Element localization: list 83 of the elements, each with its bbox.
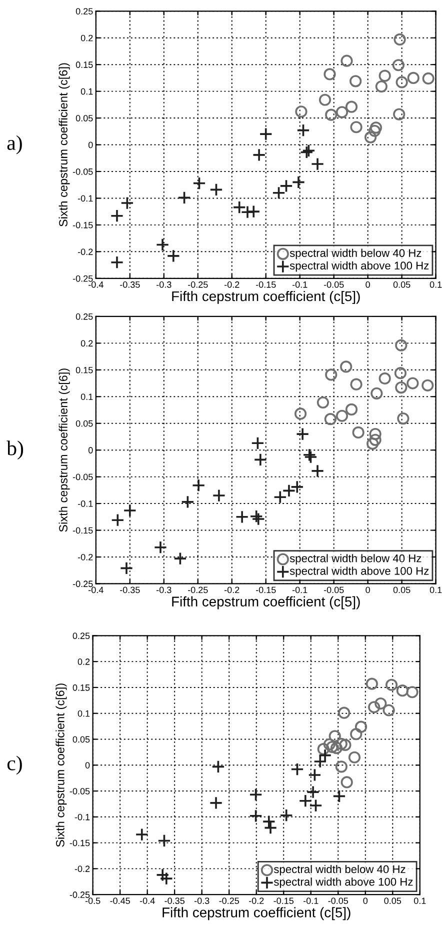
x-tick-label: -0.25 (219, 898, 240, 904)
x-tick-label: -0.15 (256, 586, 276, 594)
y-tick-label: -0.1 (78, 500, 93, 507)
y-tick-label: -0.25 (70, 892, 90, 898)
x-tick-label: -0.3 (194, 898, 210, 904)
x-tick-label: 0 (366, 586, 370, 594)
y-tick-label: 0.2 (78, 658, 90, 665)
x-tick-label: -0.05 (324, 281, 344, 288)
y-tick-label: 0.2 (80, 340, 93, 347)
text: c) (7, 756, 22, 775)
y-tick-label: -0.2 (78, 554, 93, 560)
x-tick-label: -0.2 (224, 281, 240, 288)
y-tick-label: 0 (88, 142, 93, 148)
y-tick-label: 0.1 (80, 88, 93, 95)
x-tick-label: -0.45 (110, 898, 130, 904)
x-tick-label: -0.1 (303, 898, 318, 904)
y-tick-label: 0.25 (72, 632, 90, 640)
x-tick-label: -0.15 (274, 898, 294, 904)
y-tick-label: -0.1 (74, 814, 90, 820)
y-tick-label: -0.25 (72, 275, 93, 282)
y-tick-label: 0.05 (76, 115, 93, 122)
y-tick-label: -0.15 (72, 527, 93, 534)
x-tick-label: -0.3 (156, 586, 172, 594)
y-tick-label: -0.05 (70, 788, 90, 794)
y-tick-label: -0.1 (78, 195, 93, 202)
y-tick-label: 0 (88, 447, 93, 454)
y-tick-label: -0.2 (78, 248, 93, 256)
y-tick-label: 0.05 (76, 420, 93, 427)
x-tick-label: -0.25 (188, 586, 208, 594)
legend-label: spectral width below 40 Hz (274, 864, 406, 876)
text: a) (7, 135, 22, 154)
x-tick-label: 0.05 (393, 586, 410, 594)
y-tick-label: 0.15 (72, 684, 90, 691)
x-tick-label: 0 (366, 281, 370, 288)
y-tick-label: 0.15 (76, 366, 93, 374)
x-tick-label: -0.35 (164, 898, 184, 904)
y-tick-label: -0.15 (70, 840, 90, 846)
x-tick-label: -0.1 (292, 281, 308, 288)
legend-label: spectral width above 100 Hz (290, 566, 429, 578)
x-tick-label: 0 (363, 898, 368, 904)
y-tick-label: 0.15 (76, 62, 93, 68)
x-tick-label: -0.35 (120, 586, 140, 594)
y-tick-label: -0.05 (72, 168, 93, 175)
legend-label: spectral width above 100 Hz (290, 261, 429, 272)
y-tick-label: 0 (85, 762, 90, 768)
y-tick-label: 0.1 (80, 394, 93, 400)
y-tick-label: -0.25 (72, 580, 93, 588)
legend-label: spectral width above 100 Hz (274, 878, 413, 888)
y-tick-label: 0.05 (72, 736, 90, 743)
y-tick-label: -0.15 (72, 222, 93, 228)
y-tick-label: 0.2 (80, 34, 93, 42)
x-tick-label: -0.35 (120, 281, 140, 288)
y-tick-label: -0.05 (72, 474, 93, 480)
x-tick-label: -0.1 (292, 586, 308, 594)
x-tick-label: 0.1 (414, 898, 426, 904)
x-tick-label: -0.4 (88, 281, 104, 288)
x-tick-label: -0.2 (224, 586, 240, 594)
x-tick-label: -0.25 (188, 281, 208, 288)
x-axis-title: Fifth cepstrum coefficient (c[5]) (162, 907, 350, 920)
x-tick-label: 0.05 (384, 898, 402, 904)
legend-label: spectral width below 40 Hz (290, 248, 422, 260)
x-tick-label: 0.05 (393, 281, 410, 288)
x-tick-label: -0.3 (156, 281, 172, 288)
y-tick-label: 0.25 (76, 8, 93, 14)
x-tick-label: -0.4 (140, 898, 155, 904)
y-axis-title: Sixth cepstrum coefficient (c[6]) (58, 368, 70, 532)
x-axis-title: Fifth cepstrum coefficient (c[5]) (172, 290, 360, 304)
legend-label: spectral width below 40 Hz (290, 554, 422, 564)
y-axis-title: Sixth cepstrum coefficient (c[6]) (56, 684, 67, 847)
x-tick-label: 0.1 (430, 586, 442, 594)
y-tick-label: -0.2 (74, 866, 90, 872)
y-tick-label: 0.1 (78, 710, 90, 717)
x-tick-label: -0.05 (324, 586, 344, 594)
text: b) (6, 440, 24, 460)
x-tick-label: -0.2 (248, 898, 264, 904)
x-tick-label: -0.4 (88, 586, 104, 594)
y-axis-title: Sixth cepstrum coefficient (c[6]) (58, 63, 70, 226)
x-tick-label: -0.5 (85, 898, 100, 904)
y-tick-label: 0.25 (76, 313, 93, 320)
x-tick-label: 0.1 (430, 281, 442, 288)
x-axis-title: Fifth cepstrum coefficient (c[5]) (172, 596, 360, 610)
x-tick-label: -0.15 (256, 281, 276, 288)
x-tick-label: -0.05 (328, 898, 348, 904)
